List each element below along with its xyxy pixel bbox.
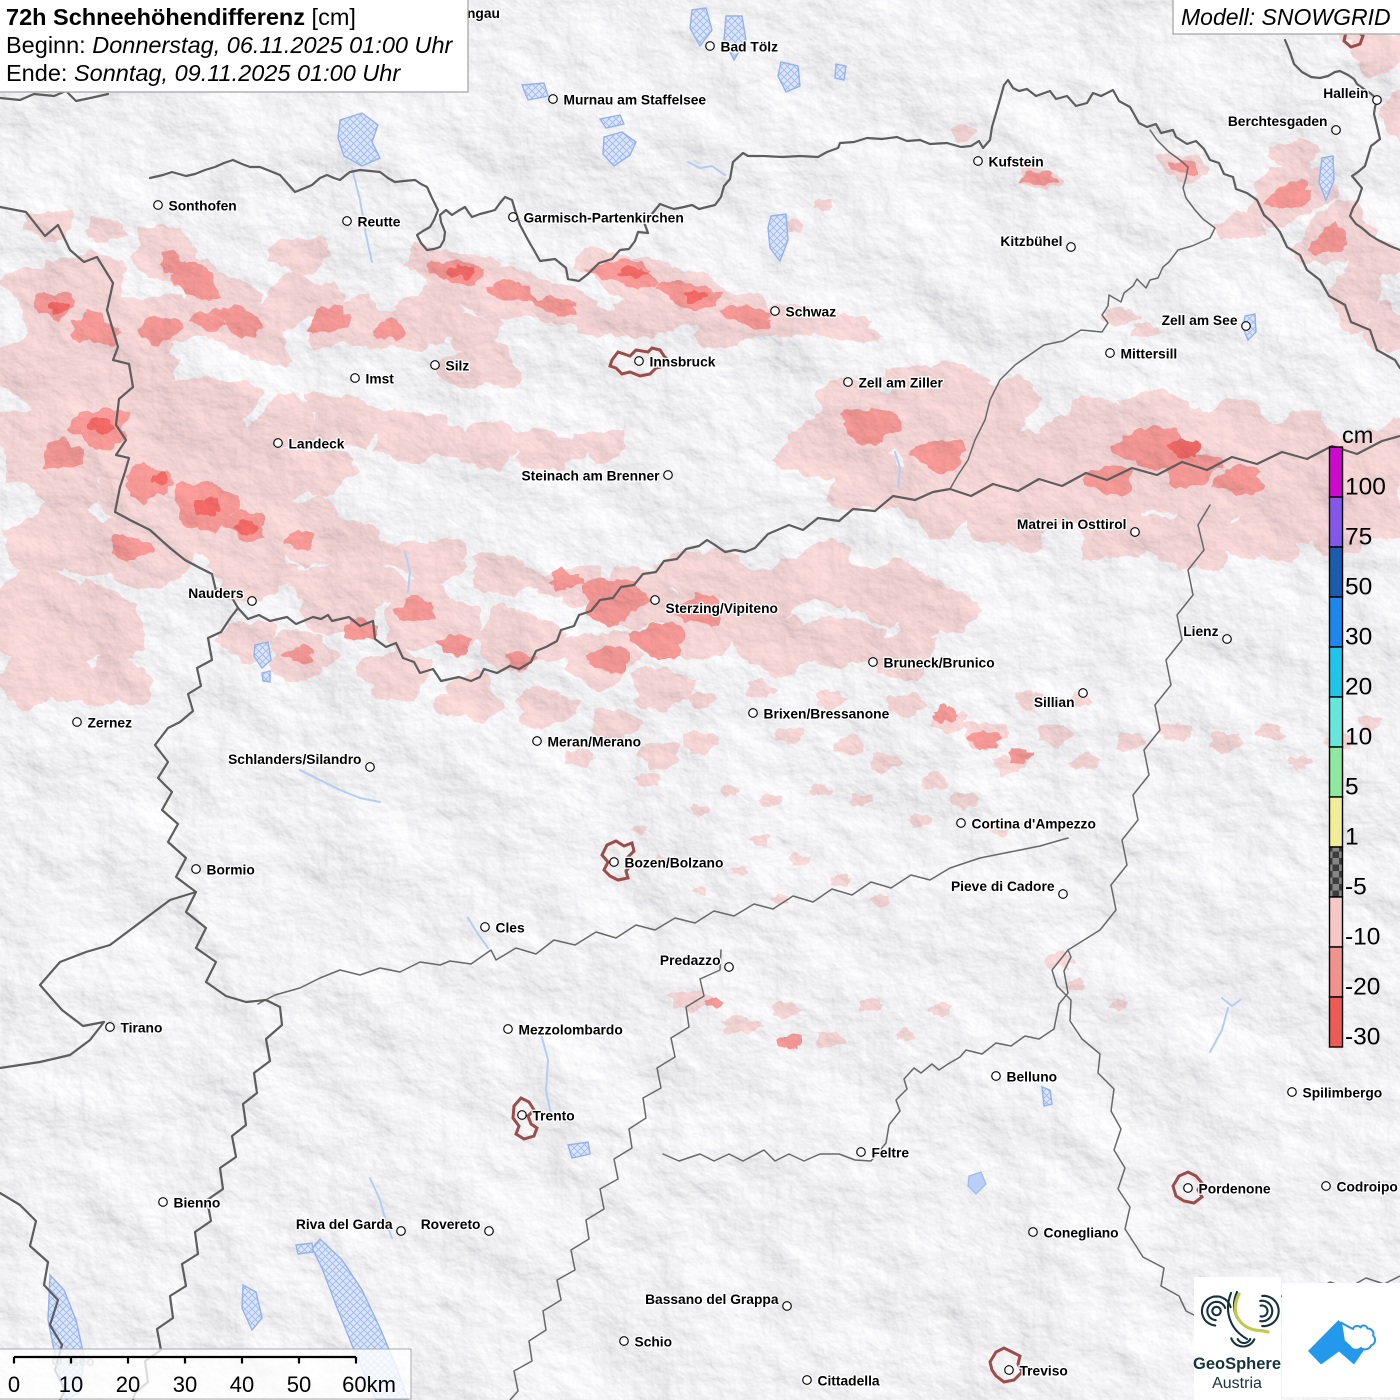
svg-text:Treviso: Treviso (1020, 1364, 1068, 1379)
svg-text:-20: -20 (1345, 974, 1380, 1001)
svg-text:Bassano del Grappa: Bassano del Grappa (645, 1292, 779, 1307)
svg-text:Cortina d'Ampezzo: Cortina d'Ampezzo (972, 817, 1096, 832)
svg-text:40: 40 (230, 1372, 254, 1397)
svg-text:Riva del Garda: Riva del Garda (296, 1217, 393, 1232)
svg-text:Steinach am Brenner: Steinach am Brenner (521, 469, 660, 484)
svg-text:ngau: ngau (467, 6, 500, 21)
svg-text:10: 10 (1345, 724, 1372, 751)
svg-text:Pordenone: Pordenone (1199, 1182, 1271, 1197)
svg-text:Predazzo: Predazzo (660, 953, 721, 968)
svg-text:Conegliano: Conegliano (1044, 1226, 1119, 1241)
svg-text:Schio: Schio (635, 1335, 673, 1350)
svg-text:Zell am Ziller: Zell am Ziller (859, 376, 944, 391)
svg-text:-10: -10 (1345, 924, 1380, 951)
svg-text:Reutte: Reutte (358, 215, 401, 230)
svg-text:Matrei in Osttirol: Matrei in Osttirol (1017, 517, 1127, 532)
svg-text:0: 0 (8, 1372, 20, 1397)
svg-text:Meran/Merano: Meran/Merano (548, 735, 642, 750)
svg-text:Rovereto: Rovereto (421, 1217, 481, 1232)
svg-text:Austria: Austria (1212, 1375, 1262, 1392)
svg-text:60km: 60km (342, 1372, 396, 1397)
svg-text:50: 50 (1345, 574, 1372, 601)
svg-text:1: 1 (1345, 824, 1359, 851)
svg-text:Ende: Sonntag, 09.11.2025 01:0: Ende: Sonntag, 09.11.2025 01:00 Uhr (6, 60, 401, 86)
svg-text:Garmisch-Partenkirchen: Garmisch-Partenkirchen (524, 211, 684, 226)
svg-text:cm: cm (1342, 422, 1373, 448)
svg-text:50: 50 (287, 1372, 311, 1397)
svg-text:Modell: SNOWGRID: Modell: SNOWGRID (1181, 4, 1391, 30)
svg-text:100: 100 (1345, 474, 1386, 501)
svg-text:Innsbruck: Innsbruck (650, 355, 716, 370)
svg-text:Schlanders/Silandro: Schlanders/Silandro (228, 752, 361, 767)
svg-text:Cittadella: Cittadella (818, 1374, 880, 1389)
svg-text:Brixen/Bressanone: Brixen/Bressanone (764, 707, 890, 722)
svg-text:Trento: Trento (533, 1109, 575, 1124)
svg-text:Schwaz: Schwaz (786, 305, 837, 320)
svg-text:Bormio: Bormio (207, 863, 255, 878)
svg-text:Codroipo: Codroipo (1337, 1180, 1398, 1195)
svg-text:-5: -5 (1345, 874, 1367, 901)
svg-text:Berchtesgaden: Berchtesgaden (1228, 114, 1328, 129)
svg-text:Nauders: Nauders (188, 586, 244, 601)
svg-text:Imst: Imst (366, 372, 395, 387)
svg-text:Bienno: Bienno (174, 1196, 221, 1211)
svg-text:30: 30 (1345, 624, 1372, 651)
svg-text:Lienz: Lienz (1183, 624, 1218, 639)
svg-text:72h Schneehöhendifferenz [cm]: 72h Schneehöhendifferenz [cm] (6, 4, 356, 30)
svg-text:Sonthofen: Sonthofen (169, 199, 237, 214)
svg-text:Mezzolombardo: Mezzolombardo (519, 1023, 623, 1038)
svg-text:GeoSphere: GeoSphere (1193, 1355, 1281, 1373)
svg-text:Landeck: Landeck (289, 437, 345, 452)
svg-text:Zernez: Zernez (88, 716, 133, 731)
svg-text:20: 20 (1345, 674, 1372, 701)
svg-text:Sillian: Sillian (1034, 695, 1075, 710)
svg-text:30: 30 (173, 1372, 197, 1397)
svg-text:Bad Tölz: Bad Tölz (721, 40, 779, 55)
svg-text:Spilimbergo: Spilimbergo (1303, 1086, 1383, 1101)
svg-text:Bozen/Bolzano: Bozen/Bolzano (625, 856, 724, 871)
svg-text:5: 5 (1345, 774, 1359, 801)
svg-text:Kitzbühel: Kitzbühel (1000, 234, 1062, 249)
svg-text:Zell am See: Zell am See (1162, 313, 1238, 328)
svg-text:Silz: Silz (446, 359, 470, 374)
svg-text:Tirano: Tirano (121, 1021, 163, 1036)
svg-text:20: 20 (116, 1372, 140, 1397)
svg-text:Kufstein: Kufstein (989, 155, 1044, 170)
svg-text:Bruneck/Brunico: Bruneck/Brunico (884, 656, 995, 671)
svg-text:Belluno: Belluno (1007, 1070, 1058, 1085)
svg-text:Cles: Cles (496, 921, 525, 936)
svg-text:Hallein: Hallein (1323, 86, 1368, 101)
svg-text:Feltre: Feltre (872, 1146, 910, 1161)
svg-text:75: 75 (1345, 524, 1372, 551)
svg-text:Sterzing/Vipiteno: Sterzing/Vipiteno (666, 601, 778, 616)
svg-text:-30: -30 (1345, 1024, 1380, 1051)
svg-text:Mittersill: Mittersill (1121, 347, 1178, 362)
svg-text:Beginn: Donnerstag, 06.11.2025: Beginn: Donnerstag, 06.11.2025 01:00 Uhr (6, 32, 454, 58)
svg-text:Murnau am Staffelsee: Murnau am Staffelsee (564, 93, 707, 108)
svg-text:10: 10 (59, 1372, 83, 1397)
svg-text:Pieve di Cadore: Pieve di Cadore (951, 879, 1055, 894)
